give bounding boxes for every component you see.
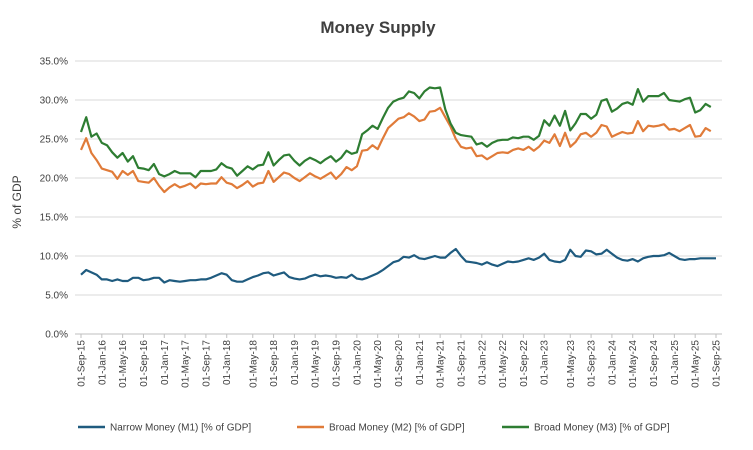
y-tick-label: 30.0% — [40, 96, 68, 107]
legend: Narrow Money (M1) [% of GDP] Broad Money … — [78, 423, 670, 434]
x-tick-label: 01-Sep-22 — [519, 340, 530, 387]
x-tick-label: 01-May-18 — [248, 340, 259, 388]
x-tick-label: 01-May-25 — [691, 340, 702, 388]
x-tick-label: 01-May-16 — [118, 340, 129, 388]
series-line-3 — [79, 86, 712, 179]
chart-title: Money Supply — [320, 18, 436, 37]
x-tick-label: 01-Jan-18 — [222, 340, 233, 385]
x-tick-label: 01-Jan-22 — [477, 340, 488, 385]
x-tick-label: 01-Jan-23 — [540, 340, 551, 385]
x-tick-label: 01-Jan-20 — [352, 340, 363, 385]
x-tick-label: 01-Jan-25 — [670, 340, 681, 385]
x-tick-label: 01-Jan-17 — [160, 340, 171, 385]
x-tick-label: 01-Sep-25 — [712, 340, 723, 387]
x-tick-label: 01-May-24 — [628, 340, 639, 388]
legend-label: Broad Money (M2) [% of GDP] — [329, 423, 465, 434]
x-tick-label: 01-Jan-21 — [415, 340, 426, 385]
y-tick-label: 25.0% — [40, 135, 68, 146]
x-tick-label: 01-Sep-20 — [394, 340, 405, 387]
x-tick-label: 01-May-19 — [311, 340, 322, 388]
legend-label: Narrow Money (M1) [% of GDP] — [110, 423, 251, 434]
x-tick-label: 01-Sep-15 — [77, 340, 88, 387]
x-tick-label: 01-Sep-18 — [269, 340, 280, 387]
x-tick-label: 01-Jan-16 — [97, 340, 108, 385]
y-axis-label: % of GDP — [10, 175, 24, 228]
x-tick-label: 01-Jan-19 — [290, 340, 301, 385]
series-line-1 — [80, 247, 716, 284]
series-lines — [79, 86, 716, 284]
x-axis-ticks: 01-Sep-15 01-Jan-16 01-May-16 01-Sep-16 01-J… — [77, 334, 723, 388]
y-tick-label: 35.0% — [40, 57, 68, 68]
y-tick-label: 20.0% — [40, 174, 68, 185]
legend-label: Broad Money (M3) [% of GDP] — [534, 423, 670, 434]
y-tick-label: 5.0% — [45, 291, 68, 302]
gridlines — [75, 60, 722, 335]
x-tick-label: 01-Sep-24 — [649, 340, 660, 387]
x-tick-label: 01-Sep-23 — [587, 340, 598, 387]
x-tick-label: 01-May-21 — [436, 340, 447, 388]
y-tick-label: 10.0% — [40, 252, 68, 263]
x-tick-label: 01-Sep-19 — [332, 340, 343, 387]
x-tick-label: 01-Sep-17 — [201, 340, 212, 387]
x-tick-label: 01-May-23 — [566, 340, 577, 388]
x-tick-label: 01-Sep-21 — [456, 340, 467, 387]
series-line-2 — [79, 106, 712, 194]
x-tick-label: 01-May-20 — [373, 340, 384, 388]
y-tick-label: 15.0% — [40, 213, 68, 224]
x-tick-label: 01-May-17 — [181, 340, 192, 388]
x-tick-label: 01-May-22 — [498, 340, 509, 388]
x-tick-label: 01-Jan-24 — [607, 340, 618, 385]
x-tick-label: 01-Sep-16 — [139, 340, 150, 387]
y-tick-label: 0.0% — [45, 330, 68, 341]
y-axis-ticks: 0.0% 5.0% 10.0% 15.0% 20.0% 25.0% 30.0% 35.0% — [40, 57, 68, 341]
